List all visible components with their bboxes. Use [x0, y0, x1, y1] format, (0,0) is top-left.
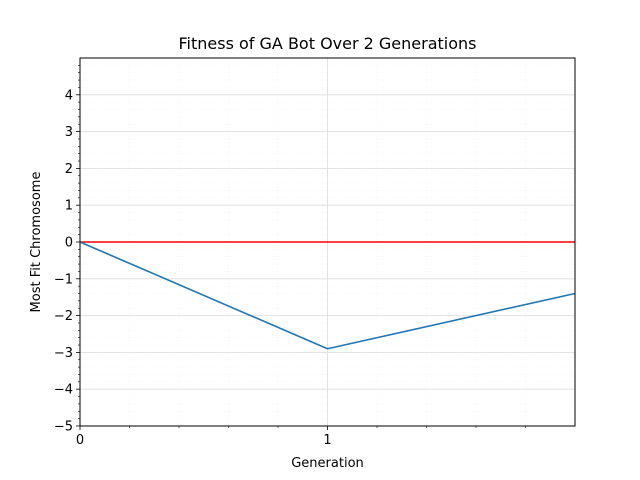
x-tick-label: 0 [76, 433, 84, 448]
axis-ticks: −5 −4 −3 −2 −1 0 1 2 3 4 0 1 [54, 65, 526, 448]
y-tick-label: 4 [65, 88, 73, 103]
y-tick-label: 3 [65, 125, 73, 140]
y-tick-label: −1 [54, 272, 73, 287]
chart-title: Fitness of GA Bot Over 2 Generations [179, 34, 477, 53]
y-axis-label: Most Fit Chromosome [29, 172, 44, 313]
y-tick-label: −2 [54, 309, 73, 324]
y-tick-label: 1 [65, 199, 73, 214]
y-tick-label: −3 [54, 346, 73, 361]
y-tick-label: −5 [54, 420, 73, 435]
y-tick-label: −4 [54, 383, 73, 398]
y-tick-label: 0 [65, 236, 73, 251]
y-tick-label: 2 [65, 162, 73, 177]
x-tick-label: 1 [323, 433, 331, 448]
x-axis-label: Generation [291, 456, 364, 471]
